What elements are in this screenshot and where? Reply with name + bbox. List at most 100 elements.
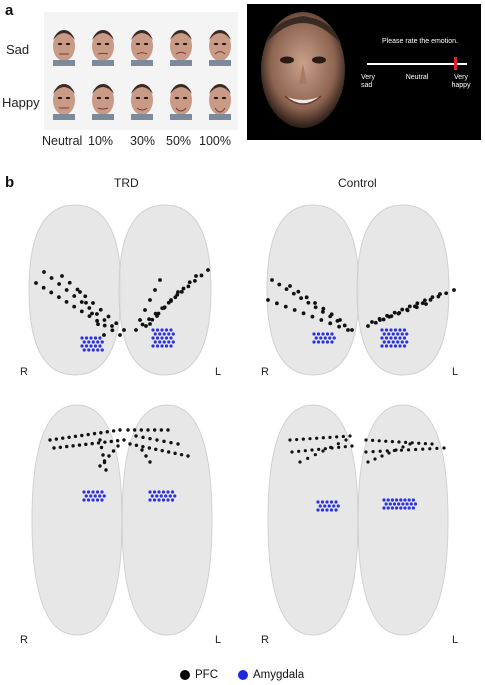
amygdala-electrode [100,498,104,502]
amygdala-electrode [95,498,100,502]
pfc-electrode [143,308,147,312]
pfc-electrode [442,446,446,450]
pfc-electrode [110,324,114,328]
pfc-electrode [79,300,84,304]
amygdala-electrode [403,506,407,510]
pfc-electrode [75,287,80,292]
pfc-electrode [98,438,102,442]
pfc-electrode [194,274,198,278]
pfc-electrode [371,438,375,442]
pfc-electrode [341,434,345,439]
side-label-r-trd-axial: R [20,634,28,646]
pfc-electrode [41,285,46,290]
pfc-electrode [328,435,332,439]
pfc-electrode [343,445,347,449]
pfc-electrode [105,430,109,434]
amygdala-electrode [390,506,394,510]
pfc-electrode [277,282,282,287]
intensity-label-neutral: Neutral [42,134,83,148]
legend-swatch-amygdala [238,670,248,680]
amygdala-electrode [87,348,91,352]
amygdala-electrode [320,500,325,504]
pfc-electrode [350,444,354,448]
amygdala-electrode [312,340,316,344]
pfc-electrode [106,314,111,319]
pfc-electrode [141,444,145,449]
pfc-electrode [64,288,69,292]
pfc-electrode [435,446,439,450]
amygdala-electrode [325,340,330,344]
pfc-electrode [384,439,388,443]
amygdala-electrode [91,490,95,494]
pfc-electrode [122,438,126,442]
pfc-electrode [378,449,382,453]
amygdala-electrode [325,500,329,504]
pfc-electrode [148,460,152,464]
pfc-electrode [313,453,317,457]
pfc-electrode [387,314,392,319]
amygdala-electrode [89,344,93,348]
amygdala-electrode [150,494,154,498]
rating-slider-track[interactable] [367,63,467,65]
pfc-electrode [337,324,342,329]
amygdala-electrode [334,508,338,512]
pfc-electrode [401,445,405,449]
amygdala-electrode [162,340,166,344]
pfc-electrode [181,286,186,291]
pfc-electrode [342,323,347,328]
amygdala-electrode [392,502,397,506]
amygdala-electrode [329,508,334,512]
pfc-electrode [392,310,397,315]
pfc-electrode [399,448,404,452]
amygdala-electrode [409,502,413,506]
pfc-electrode [377,439,381,443]
pfc-electrode [452,288,456,292]
pfc-electrode [364,438,368,442]
amygdala-electrode [164,328,169,332]
amygdala-electrode [319,336,323,340]
pfc-electrode [335,435,339,439]
pfc-electrode [421,447,425,451]
amygdala-electrode [98,336,102,340]
pfc-electrode [140,448,144,452]
pfc-electrode [91,301,95,305]
pfc-electrode [102,459,107,463]
pfc-electrode [87,314,92,318]
pfc-electrode [179,452,184,457]
amygdala-electrode [167,340,171,344]
amygdala-electrode [400,340,404,344]
pfc-electrode [400,307,405,312]
amygdala-electrode [164,494,168,498]
amygdala-electrode [173,494,177,498]
amygdala-electrode [168,494,172,498]
amygdala-electrode [161,490,166,494]
happy-face-1 [86,76,120,120]
amygdala-electrode [164,344,169,348]
pfc-electrode [87,306,92,310]
pfc-electrode [94,312,99,316]
pfc-electrode [313,305,318,310]
pfc-electrode [301,437,305,441]
amygdala-electrode [391,332,395,336]
pfc-electrode [144,324,148,328]
panel-a-letter: a [5,2,14,19]
pfc-electrode [102,333,106,337]
amygdala-electrode [384,502,388,506]
pfc-electrode [83,294,88,299]
amygdala-electrode [86,490,91,494]
amygdala-electrode [387,340,391,344]
brain-left-hemisphere-trd-ventral [28,204,122,376]
amygdala-electrode [82,498,86,502]
pfc-electrode [67,435,71,439]
pfc-electrode [397,440,401,444]
legend-label-pfc: PFC [195,669,218,681]
pfc-electrode [86,432,90,437]
pfc-electrode [148,298,152,302]
amygdala-electrode [380,328,384,332]
amygdala-electrode [158,332,162,336]
pfc-electrode [95,318,99,323]
amygdala-electrode [157,490,161,494]
row-label-happy: Happy [2,95,40,110]
side-label-r-control-axial: R [261,634,269,646]
rating-slider-handle[interactable] [454,57,457,70]
